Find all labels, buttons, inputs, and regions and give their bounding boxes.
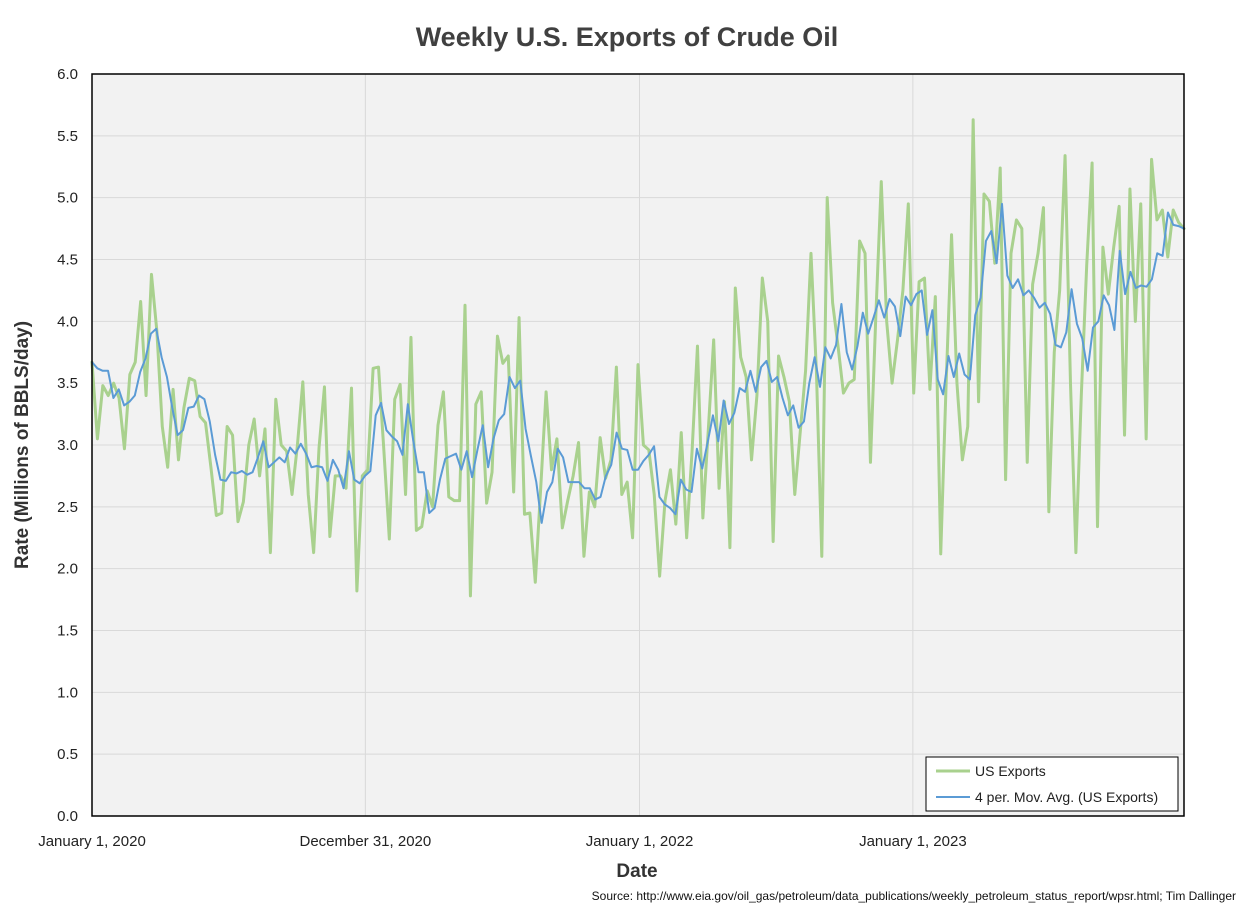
y-tick-label: 2.5 — [57, 499, 78, 516]
y-tick-label: 5.0 — [57, 190, 78, 207]
y-tick-label: 0.0 — [57, 808, 78, 825]
legend-label-moving-avg: 4 per. Mov. Avg. (US Exports) — [975, 789, 1158, 805]
legend-box — [925, 756, 1179, 812]
y-tick-label: 1.0 — [57, 684, 78, 701]
legend-label-us-exports: US Exports — [975, 763, 1046, 779]
x-tick-label: December 31, 2020 — [299, 833, 431, 850]
y-axis-ticks: 0.0 0.5 1.0 1.5 2.0 2.5 3.0 3.5 4.0 4.5 5.0 5.5 6.0 — [57, 66, 78, 825]
x-tick-label: January 1, 2022 — [586, 833, 694, 850]
series-line-us-exports — [90, 118, 1186, 598]
y-tick-label: 6.0 — [57, 66, 78, 83]
y-tick-label: 1.5 — [57, 623, 78, 640]
x-tick-label: January 1, 2020 — [38, 833, 146, 850]
y-tick-label: 4.5 — [57, 252, 78, 269]
x-axis-title: Date — [616, 861, 657, 882]
series-layer — [90, 118, 1186, 598]
plot-border — [91, 73, 1185, 817]
legend: US Exports 4 per. Mov. Avg. (US Exports) — [925, 756, 1179, 812]
x-tick-label: January 1, 2023 — [859, 833, 967, 850]
y-tick-label: 3.0 — [57, 437, 78, 454]
y-tick-label: 4.0 — [57, 313, 78, 330]
chart-title: Weekly U.S. Exports of Crude Oil — [416, 22, 839, 52]
series-line-moving-avg — [91, 202, 1185, 524]
y-tick-label: 5.5 — [57, 128, 78, 145]
x-axis-ticks: January 1, 2020 December 31, 2020 January … — [38, 833, 966, 850]
y-tick-label: 0.5 — [57, 746, 78, 763]
source-note: Source: http://www.eia.gov/oil_gas/petro… — [592, 889, 1236, 903]
y-tick-label: 3.5 — [57, 375, 78, 392]
y-tick-label: 2.0 — [57, 561, 78, 578]
y-axis-title: Rate (Millions of BBLS/day) — [12, 321, 33, 569]
